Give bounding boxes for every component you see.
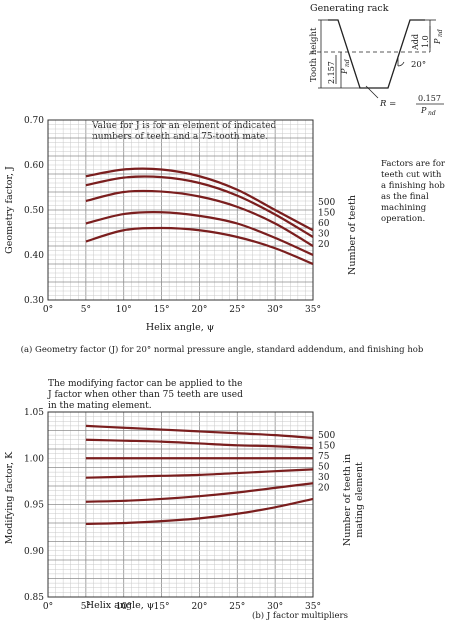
series-line-150 xyxy=(85,175,314,238)
fillet-leader xyxy=(365,85,379,99)
chart-b-right-label-2: mating element xyxy=(354,462,365,538)
chart-b-x-axis-label: Helix angle, ψ xyxy=(86,600,154,611)
y-tick-label: 0.90 xyxy=(24,547,44,557)
x-tick-label: 15° xyxy=(154,305,170,315)
y-tick-label: 0.85 xyxy=(24,593,44,603)
y-tick-label: 1.05 xyxy=(24,408,44,418)
fillet-radius-numerator: 0.157 xyxy=(418,94,441,103)
rack-profile xyxy=(328,19,425,89)
x-tick-label: 35° xyxy=(305,305,321,315)
chart-a-right-label: Number of teeth xyxy=(347,195,358,275)
x-tick-label: 5° xyxy=(81,602,91,612)
series-line-20 xyxy=(85,497,314,526)
series-line-60 xyxy=(85,189,314,247)
series-line-50 xyxy=(85,468,314,479)
x-tick-label: 15° xyxy=(154,602,170,612)
chart-b-note-line-2: J factor when other than 75 teeth are us… xyxy=(47,390,243,400)
chart-b-series xyxy=(85,424,314,526)
y-tick-label: 0.60 xyxy=(24,161,44,171)
side-note-line-5: machining xyxy=(381,203,427,213)
x-tick-label: 20° xyxy=(191,602,207,612)
chart-b-y-ticks: 0.85 0.90 0.95 1.00 1.05 xyxy=(24,408,44,603)
chart-a-side-note: Factors are for teeth cut with a finishi… xyxy=(381,159,446,224)
dedendum-denominator: P xyxy=(340,68,349,75)
chart-b-x-ticks: 0° 5° 10° 15° 20° 25° 30° 35° xyxy=(43,602,321,612)
tooth-height-label: Tooth height xyxy=(309,27,319,82)
chart-a-y-ticks: 0.30 0.40 0.50 0.60 0.70 xyxy=(24,116,44,306)
y-tick-label: 0.40 xyxy=(24,251,44,261)
y-tick-label: 0.70 xyxy=(24,116,44,126)
series-label-150: 150 xyxy=(318,209,335,219)
chart-a-series xyxy=(85,167,314,266)
x-tick-label: 10° xyxy=(116,305,132,315)
fillet-radius-prefix: R = xyxy=(379,99,396,109)
chart-a: Value for J is for an element of indicat… xyxy=(4,116,446,355)
series-label-30: 30 xyxy=(318,230,330,240)
chart-b: The modifying factor can be applied to t… xyxy=(4,379,365,612)
series-label-150: 150 xyxy=(318,442,335,452)
dedendum-numerator: 2.157 xyxy=(327,61,336,84)
angle-arc xyxy=(397,61,405,67)
x-tick-label: 0° xyxy=(43,602,53,612)
y-tick-label: 0.30 xyxy=(24,296,44,306)
series-label-20: 20 xyxy=(318,484,330,494)
fillet-radius-denominator: P xyxy=(420,106,427,115)
chart-a-note-line-2: numbers of teeth and a 75-tooth mate. xyxy=(92,132,268,142)
x-tick-label: 20° xyxy=(191,305,207,315)
series-line-30 xyxy=(85,482,314,503)
addendum-numerator: 1.0 xyxy=(421,35,430,48)
x-tick-label: 25° xyxy=(229,305,245,315)
x-tick-label: 25° xyxy=(229,602,245,612)
generating-rack-diagram: Generating rack Tooth height 2.157 P nd … xyxy=(309,3,444,117)
addendum-denominator: P xyxy=(433,38,442,45)
chart-b-note-line-3: in the mating element. xyxy=(48,401,152,411)
addendum-subscript: nd xyxy=(437,29,444,37)
series-line-20 xyxy=(85,226,314,266)
series-line-500 xyxy=(85,424,314,439)
series-line-500 xyxy=(85,167,314,232)
series-line-150 xyxy=(85,438,314,450)
series-label-60: 60 xyxy=(318,219,330,229)
dedendum-subscript: nd xyxy=(344,59,351,67)
chart-b-note-line-1: The modifying factor can be applied to t… xyxy=(48,379,242,389)
side-note-line-3: a finishing hob xyxy=(381,181,445,191)
x-tick-label: 10° xyxy=(116,602,132,612)
chart-a-plot-frame xyxy=(47,119,314,301)
chart-b-y-axis-label: Modifying factor, K xyxy=(4,451,15,544)
side-note-line-6: operation. xyxy=(381,214,425,224)
chart-a-x-ticks: 0° 5° 10° 15° 20° 25° 30° 35° xyxy=(43,305,321,315)
series-label-20: 20 xyxy=(318,240,330,250)
x-tick-label: 30° xyxy=(267,305,283,315)
x-tick-label: 5° xyxy=(81,305,91,315)
fillet-radius-subscript: nd xyxy=(428,110,436,117)
series-line-30 xyxy=(85,211,314,257)
rack-title: Generating rack xyxy=(310,3,389,14)
x-tick-label: 30° xyxy=(267,602,283,612)
series-label-500: 500 xyxy=(318,431,335,441)
side-note-line-2: teeth cut with xyxy=(381,170,442,180)
chart-b-right-label-1: Number of teeth in xyxy=(342,454,353,546)
side-note-line-4: as the final xyxy=(381,192,429,202)
addendum-label: Add xyxy=(411,34,420,51)
series-label-500: 500 xyxy=(318,198,335,208)
x-tick-label: 35° xyxy=(305,602,321,612)
series-label-30: 30 xyxy=(318,473,330,483)
chart-b-caption: (b) J factor multipliers xyxy=(252,610,348,621)
y-tick-label: 0.95 xyxy=(24,501,44,511)
side-note-line-1: Factors are for xyxy=(381,159,446,169)
y-tick-label: 0.50 xyxy=(24,206,44,216)
angle-label: 20° xyxy=(411,60,426,70)
chart-a-caption: (a) Geometry factor (J) for 20° normal p… xyxy=(21,344,424,355)
chart-a-x-axis-label: Helix angle, ψ xyxy=(146,322,214,333)
y-tick-label: 1.00 xyxy=(24,454,44,464)
chart-a-y-axis-label: Geometry factor, J xyxy=(4,166,15,254)
x-tick-label: 0° xyxy=(43,305,53,315)
series-label-75: 75 xyxy=(318,452,330,462)
chart-b-plot-frame xyxy=(47,411,314,598)
chart-a-note-line-1: Value for J is for an element of indicat… xyxy=(91,121,277,131)
chart-b-grid xyxy=(47,411,314,598)
series-label-50: 50 xyxy=(318,463,330,473)
